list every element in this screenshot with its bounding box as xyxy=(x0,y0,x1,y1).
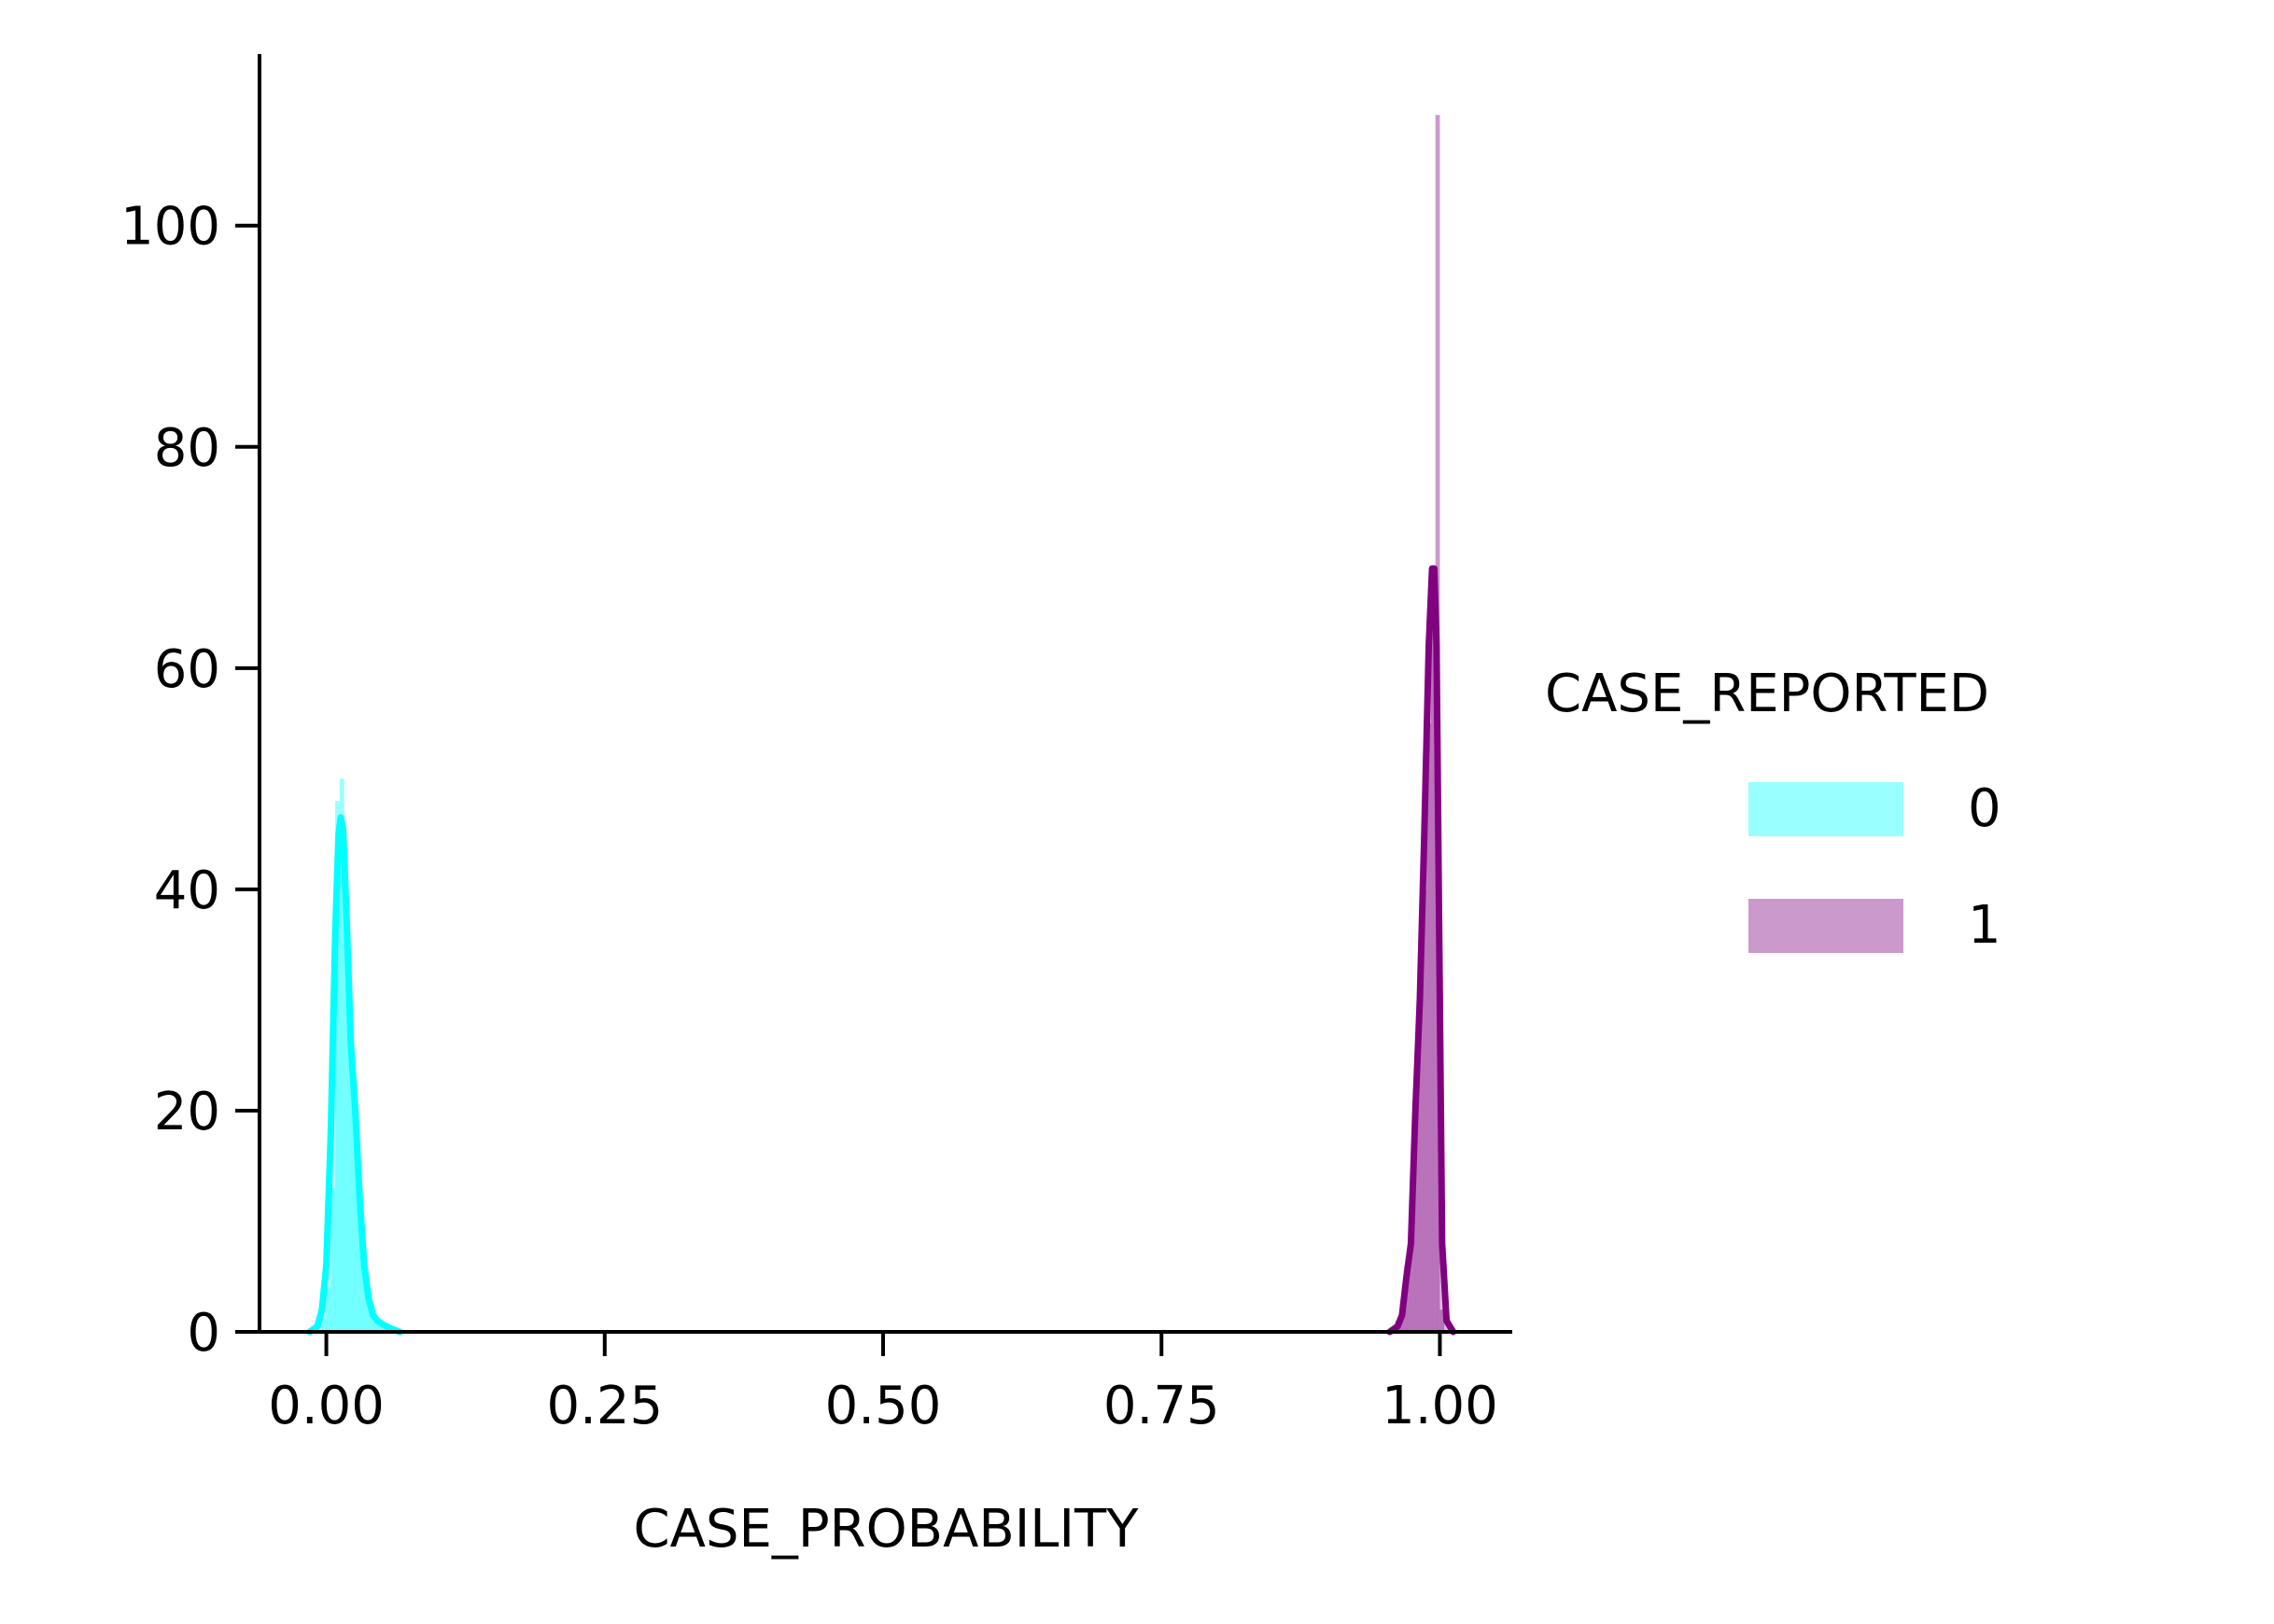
histogram-bar xyxy=(1426,723,1431,1332)
histogram-bar xyxy=(344,945,349,1332)
kde-layer xyxy=(306,565,1457,1336)
histogram-bar xyxy=(321,1318,327,1332)
y-tick-label: 20 xyxy=(154,1082,220,1142)
x-tick-label: 0.75 xyxy=(1103,1376,1220,1436)
histogram-bar xyxy=(357,1198,362,1332)
legend-entry-label: 0 xyxy=(1968,778,2001,839)
y-tick-label: 40 xyxy=(154,861,220,921)
legend-entry-label: 1 xyxy=(1968,895,2001,956)
legend-swatch xyxy=(1748,899,1903,953)
y-tick-label: 0 xyxy=(187,1303,220,1364)
histogram-bar xyxy=(1409,1221,1413,1332)
kde-area-series-0 xyxy=(309,817,400,1332)
kde-line-series-0 xyxy=(306,814,403,1336)
legend-title: CASE_REPORTED xyxy=(1545,664,1989,724)
histogram-bar xyxy=(1422,889,1427,1332)
histogram-bar xyxy=(1412,1088,1418,1332)
histogram-bar xyxy=(371,1315,376,1332)
kde-line-series-1 xyxy=(1386,565,1457,1336)
histogram-bar xyxy=(375,1321,380,1332)
y-tick-label: 80 xyxy=(154,418,220,479)
y-tick-label: 60 xyxy=(154,639,220,700)
x-tick-label: 0.25 xyxy=(546,1376,663,1436)
histogram-bar xyxy=(1439,1309,1445,1332)
x-tick-label: 1.00 xyxy=(1382,1376,1498,1436)
histogram-bar xyxy=(330,1187,336,1332)
histogram-bar xyxy=(326,1287,331,1332)
x-tick-label: 0.50 xyxy=(825,1376,942,1436)
x-tick-label: 0.00 xyxy=(268,1376,385,1436)
histogram-bar xyxy=(1417,1000,1423,1332)
legend: CASE_REPORTED 0 1 xyxy=(1545,664,2001,956)
histogram-layer xyxy=(317,115,1445,1333)
histogram-bar xyxy=(353,1110,358,1332)
axes-layer: 0.00 0.25 0.50 0.75 1.00 0 20 40 60 80 100 CASE_PRO… xyxy=(120,54,1512,1560)
histogram-bar xyxy=(361,1265,367,1332)
histogram-bar xyxy=(339,778,344,1332)
histogram-bar xyxy=(1430,612,1436,1332)
histogram-bar xyxy=(348,1043,354,1332)
x-axis-label: CASE_PROBABILITY xyxy=(634,1499,1140,1560)
legend-swatch xyxy=(1748,782,1903,836)
histogram-bar xyxy=(366,1298,372,1332)
y-tick-label: 100 xyxy=(120,197,220,258)
histogram-bar xyxy=(335,801,340,1332)
